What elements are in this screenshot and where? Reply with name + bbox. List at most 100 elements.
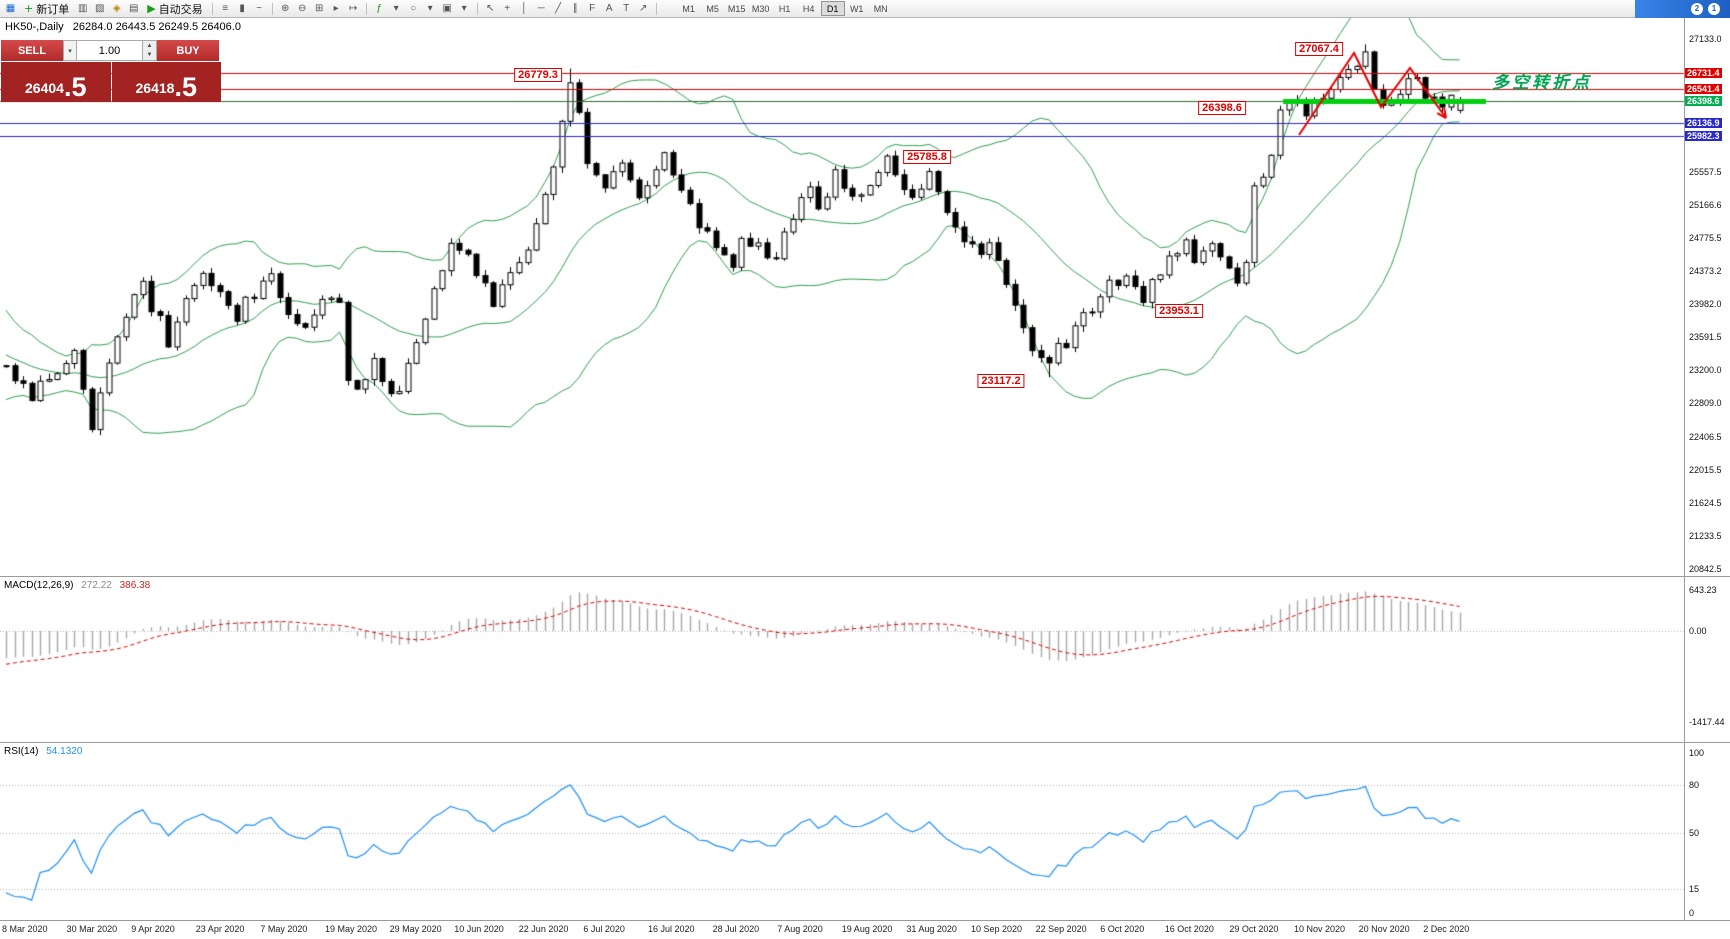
price-axis-label: 20842.5 (1689, 564, 1722, 575)
indicators-dropdown-icon[interactable]: ▾ (393, 3, 399, 14)
macd-name: MACD(12,26,9) (4, 580, 74, 591)
fibonacci-icon[interactable]: F (589, 3, 596, 14)
macd-signal-value: 386.38 (119, 580, 151, 591)
date-axis-label: 29 May 2020 (389, 924, 442, 934)
timeframe-m5[interactable]: M5 (706, 3, 719, 14)
price-axis-separator (1684, 18, 1685, 920)
chart-window-icon[interactable]: ▦ (5, 3, 16, 14)
channel-icon[interactable]: ∥ (572, 3, 578, 14)
order-type-dropdown[interactable]: ▾ (63, 40, 77, 61)
panel-separator[interactable] (0, 742, 1730, 743)
navigator-icon[interactable]: ◈ (112, 3, 121, 14)
macd-axis-label: -1417.44 (1689, 716, 1725, 727)
trendline-icon[interactable]: ╱ (555, 3, 562, 14)
cn-annotation[interactable]: 多空转折点 (1492, 73, 1592, 93)
buy-price-panel[interactable]: 26418 .5 (111, 62, 221, 102)
timeframe-m1[interactable]: M1 (682, 3, 695, 14)
rsi-axis-label: 0 (1689, 908, 1695, 918)
price-label-annotation[interactable]: 23953.1 (1155, 304, 1203, 318)
price-level-axis-label: 26731.4 (1685, 67, 1722, 78)
timeframe-d1[interactable]: D1 (820, 1, 845, 16)
timeframe-h1[interactable]: H1 (778, 3, 791, 14)
date-axis-label: 19 Aug 2020 (841, 924, 893, 934)
price-label-annotation[interactable]: 26779.3 (514, 68, 562, 82)
date-axis-label: 16 Jul 2020 (648, 924, 695, 934)
notification-badge[interactable]: 1 (1708, 2, 1720, 15)
timeframe-m15[interactable]: M15 (727, 3, 746, 14)
timeframe-group: M1 M5 M15 M30 H1 H4 D1 W1 MN (677, 1, 893, 16)
price-level-axis-label: 25982.3 (1685, 130, 1722, 141)
price-label-annotation[interactable]: 26398.6 (1198, 101, 1246, 115)
price-label-annotation[interactable]: 25785.8 (903, 150, 951, 164)
terminal-icon[interactable]: ▤ (128, 3, 139, 14)
chart-shift-icon[interactable]: ↦ (348, 3, 358, 14)
notification-badge[interactable]: 2 (1691, 2, 1703, 15)
toolbar-separator (365, 2, 367, 15)
price-axis-label: 27133.0 (1689, 33, 1722, 44)
date-axis-label: 10 Jun 2020 (454, 924, 504, 934)
zoom-out-icon[interactable]: ⊖ (297, 3, 307, 14)
rsi-axis-label: 80 (1689, 780, 1700, 790)
one-click-top-row: SELL ▾ ▲ ▼ BUY (1, 40, 221, 61)
templates-icon[interactable]: ▣ (442, 3, 452, 14)
time-axis-separator (0, 920, 1730, 921)
price-axis-label: 21233.5 (1689, 531, 1722, 542)
rsi-value: 54.1320 (46, 746, 83, 757)
timeframe-mn[interactable]: MN (873, 3, 888, 14)
vertical-line-icon[interactable]: │ (521, 3, 528, 14)
date-axis-label: 20 Nov 2020 (1358, 924, 1410, 934)
date-axis-label: 31 Aug 2020 (906, 924, 957, 934)
macd-value: 272.22 (81, 580, 112, 591)
candlestick-chart-icon[interactable]: ▮ (239, 3, 245, 14)
autotrade-icon: ▶ (147, 2, 156, 15)
horizontal-line-icon[interactable]: ─ (537, 3, 545, 14)
volume-up-icon[interactable]: ▲ (146, 42, 153, 49)
date-axis-label: 10 Sep 2020 (971, 924, 1023, 934)
volume-down-icon[interactable]: ▼ (146, 52, 153, 59)
templates-dropdown-icon[interactable]: ▾ (461, 3, 467, 14)
volume-input[interactable] (77, 40, 143, 61)
data-window-icon[interactable]: ▧ (94, 3, 105, 14)
timeframe-w1[interactable]: W1 (849, 3, 864, 14)
price-label-annotation[interactable]: 27067.4 (1295, 42, 1343, 56)
date-axis-label: 23 Apr 2020 (195, 924, 245, 934)
autotrade-button-label: 自动交易 (158, 2, 203, 16)
new-order-icon: + (24, 2, 34, 15)
volume-stepper[interactable]: ▲ ▼ (143, 40, 157, 61)
sell-price-panel[interactable]: 26404 .5 (1, 62, 111, 102)
price-level-axis-label: 26398.6 (1685, 95, 1722, 106)
arrows-icon[interactable]: ↗ (638, 3, 648, 14)
crosshair-icon[interactable]: + (504, 3, 511, 14)
price-label-annotation[interactable]: 23117.2 (977, 374, 1025, 388)
market-watch-icon[interactable]: ▥ (77, 3, 88, 14)
date-axis-label: 29 Oct 2020 (1229, 924, 1279, 934)
bar-chart-icon[interactable]: ≡ (222, 3, 229, 14)
price-axis-label: 23591.5 (1689, 332, 1722, 343)
date-axis-label: 22 Sep 2020 (1035, 924, 1087, 934)
timeframe-m30[interactable]: M30 (751, 3, 770, 14)
date-axis-label: 7 May 2020 (260, 924, 308, 934)
buy-button[interactable]: BUY (157, 40, 219, 61)
toolbar-separator (655, 2, 657, 15)
autotrade-button[interactable]: ▶ 自动交易 (142, 1, 207, 16)
line-chart-icon[interactable]: ~ (256, 3, 263, 14)
new-order-button[interactable]: + 新订单 (19, 1, 74, 16)
date-axis-label: 30 Mar 2020 (66, 924, 118, 934)
chart-ohlc: 26284.0 26443.5 26249.5 26406.0 (72, 21, 241, 33)
panel-separator[interactable] (0, 576, 1730, 577)
periods-icon[interactable]: ○ (410, 3, 417, 14)
price-axis-label: 23982.0 (1689, 299, 1722, 310)
sell-button[interactable]: SELL (1, 40, 63, 61)
cursor-icon[interactable]: ↖ (485, 3, 495, 14)
indicators-icon[interactable]: ƒ (376, 3, 382, 14)
periods-dropdown-icon[interactable]: ▾ (427, 3, 433, 14)
text-icon[interactable]: A (605, 3, 613, 14)
text-label-icon[interactable]: T (623, 3, 630, 14)
auto-scroll-icon[interactable]: ▸ (333, 3, 339, 14)
timeframe-h4[interactable]: H4 (802, 3, 815, 14)
one-click-trading-widget: SELL ▾ ▲ ▼ BUY 26404 .5 26418 .5 (1, 40, 221, 102)
zoom-in-icon[interactable]: ⊕ (280, 3, 290, 14)
tile-windows-icon[interactable]: ⊞ (314, 3, 324, 14)
